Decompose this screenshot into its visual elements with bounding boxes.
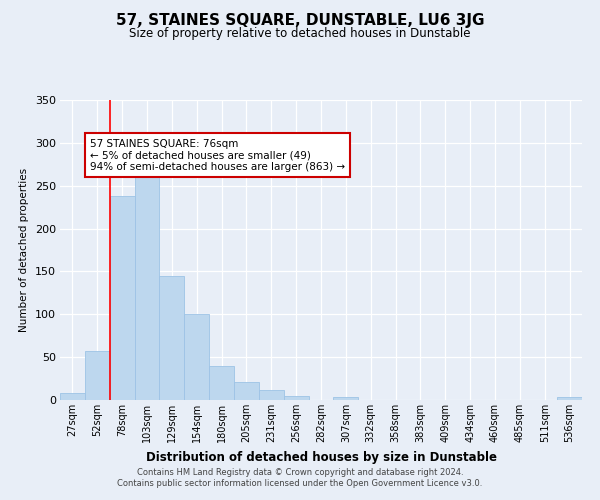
Text: 57, STAINES SQUARE, DUNSTABLE, LU6 3JG: 57, STAINES SQUARE, DUNSTABLE, LU6 3JG	[116, 12, 484, 28]
Text: Contains HM Land Registry data © Crown copyright and database right 2024.
Contai: Contains HM Land Registry data © Crown c…	[118, 468, 482, 487]
Bar	[160, 276, 184, 400]
Bar	[557, 398, 582, 400]
Text: Size of property relative to detached houses in Dunstable: Size of property relative to detached ho…	[129, 28, 471, 40]
Bar	[259, 390, 284, 400]
Text: Distribution of detached houses by size in Dunstable: Distribution of detached houses by size …	[146, 451, 497, 464]
Bar	[234, 382, 259, 400]
Bar	[209, 366, 234, 400]
Bar	[134, 150, 160, 400]
Bar	[184, 314, 209, 400]
Bar	[85, 351, 110, 400]
Y-axis label: Number of detached properties: Number of detached properties	[19, 168, 29, 332]
Bar	[60, 393, 85, 400]
Bar	[110, 196, 134, 400]
Text: 57 STAINES SQUARE: 76sqm
← 5% of detached houses are smaller (49)
94% of semi-de: 57 STAINES SQUARE: 76sqm ← 5% of detache…	[90, 138, 345, 172]
Bar	[334, 398, 358, 400]
Bar	[284, 396, 308, 400]
